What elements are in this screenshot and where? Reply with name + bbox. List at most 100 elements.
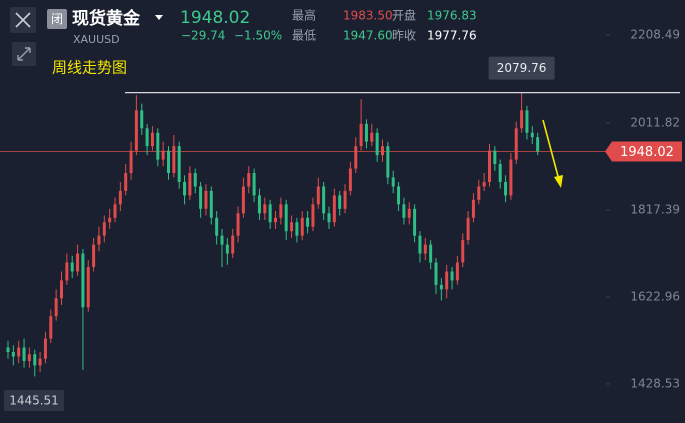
- candle-body: [354, 146, 358, 169]
- candle-body: [471, 199, 475, 218]
- candle-body: [391, 177, 395, 187]
- badge: 闭: [51, 12, 63, 26]
- candle-body: [429, 244, 433, 263]
- candle-body: [49, 316, 53, 339]
- candle-body: [204, 190, 208, 209]
- plot: 2208.49 2011.82 1817.39 1622.96 1428.53 2079.…: [0, 27, 682, 411]
- candle-body: [466, 217, 470, 241]
- candle-body: [156, 132, 160, 160]
- candle-body: [274, 217, 277, 223]
- candle-body: [43, 338, 47, 359]
- max-label-box: [488, 56, 555, 80]
- candle-body: [455, 262, 459, 281]
- candle-body: [86, 266, 90, 308]
- y-tick-label: 1428.53: [630, 376, 680, 390]
- candle-body: [520, 110, 524, 129]
- candle-body: [70, 262, 74, 272]
- stat-label: 最高: [292, 8, 316, 23]
- candle-body: [263, 204, 267, 214]
- candle-body: [6, 347, 10, 352]
- min-label: 1445.51: [9, 394, 59, 408]
- candle-body: [225, 244, 229, 254]
- price: 1948.02: [180, 8, 250, 28]
- close-button[interactable]: [10, 7, 36, 33]
- dropdown-arrow[interactable]: [155, 15, 163, 20]
- stat-label: 最低: [292, 29, 316, 43]
- candle-body: [493, 150, 497, 165]
- candle-body: [257, 195, 261, 214]
- candle-body: [498, 164, 502, 182]
- candle-body: [81, 253, 85, 308]
- candle-body: [536, 137, 540, 152]
- candle-body: [402, 204, 406, 218]
- candle-body: [252, 173, 256, 196]
- candle-body: [150, 132, 154, 147]
- candle-body: [327, 213, 331, 223]
- candle-body: [177, 146, 181, 182]
- candle-body: [76, 253, 80, 272]
- y-tick-label: 1622.96: [630, 289, 680, 303]
- candle-body: [172, 146, 176, 174]
- candle-body: [514, 128, 518, 160]
- candle-body: [445, 271, 449, 290]
- candle-body: [290, 222, 294, 232]
- stat-value: 1983.50: [343, 9, 393, 23]
- y-tick-label: 2011.82: [630, 115, 680, 129]
- candle-body: [241, 186, 245, 214]
- candle-body: [364, 123, 368, 142]
- candle-body: [134, 110, 138, 151]
- candle-body: [11, 351, 15, 357]
- candle-body: [300, 217, 304, 236]
- expand-button[interactable]: [12, 42, 36, 66]
- chart-title: 周线走势图: [52, 59, 127, 77]
- candle-body: [97, 235, 101, 245]
- y-tick-label: 1817.39: [630, 202, 680, 216]
- candle-body: [306, 217, 310, 227]
- candle-body: [193, 173, 197, 187]
- candle-body: [22, 347, 26, 361]
- candle-body: [167, 150, 170, 174]
- candle-body: [236, 213, 240, 236]
- candle-body: [509, 159, 513, 196]
- candle-body: [27, 354, 31, 361]
- stat-value: 1977.76: [427, 29, 477, 43]
- candle-body: [268, 204, 272, 223]
- candle-body: [38, 358, 42, 366]
- candle-body: [343, 190, 347, 209]
- candle-body: [102, 222, 106, 236]
- candle-body: [209, 190, 213, 218]
- price-tag: 1948.02: [620, 145, 674, 160]
- candle-body: [17, 347, 21, 357]
- candle-body: [231, 235, 235, 254]
- candle-body: [161, 150, 165, 160]
- candle-body: [60, 280, 63, 299]
- candle-body: [434, 262, 438, 285]
- candle-body: [247, 173, 251, 187]
- candle-body: [348, 168, 352, 191]
- candle-body: [188, 173, 192, 196]
- candle-body: [118, 190, 122, 205]
- candle-body: [450, 271, 454, 281]
- candle-body: [54, 298, 58, 317]
- candle-body: [92, 244, 96, 267]
- candle-body: [295, 222, 299, 236]
- stat-value: 1947.60: [343, 29, 393, 43]
- candle-body: [504, 181, 508, 196]
- trend-arrow: [542, 119, 563, 188]
- candle-body: [439, 284, 443, 290]
- candle-body: [129, 150, 133, 174]
- candle-body: [413, 208, 417, 236]
- candle-body: [215, 217, 219, 236]
- max-label: 2079.76: [497, 61, 547, 75]
- stat-label: 开盘: [392, 8, 416, 23]
- candle-body: [525, 110, 529, 133]
- min-label-box: [4, 390, 64, 411]
- candle-body: [33, 354, 37, 366]
- price-tag-box: [605, 141, 682, 162]
- instrument-name[interactable]: 现货黄金: [72, 8, 141, 29]
- candle-body: [359, 123, 363, 147]
- candle-body: [407, 208, 411, 218]
- candle-body: [482, 181, 486, 187]
- candle-body: [530, 132, 534, 138]
